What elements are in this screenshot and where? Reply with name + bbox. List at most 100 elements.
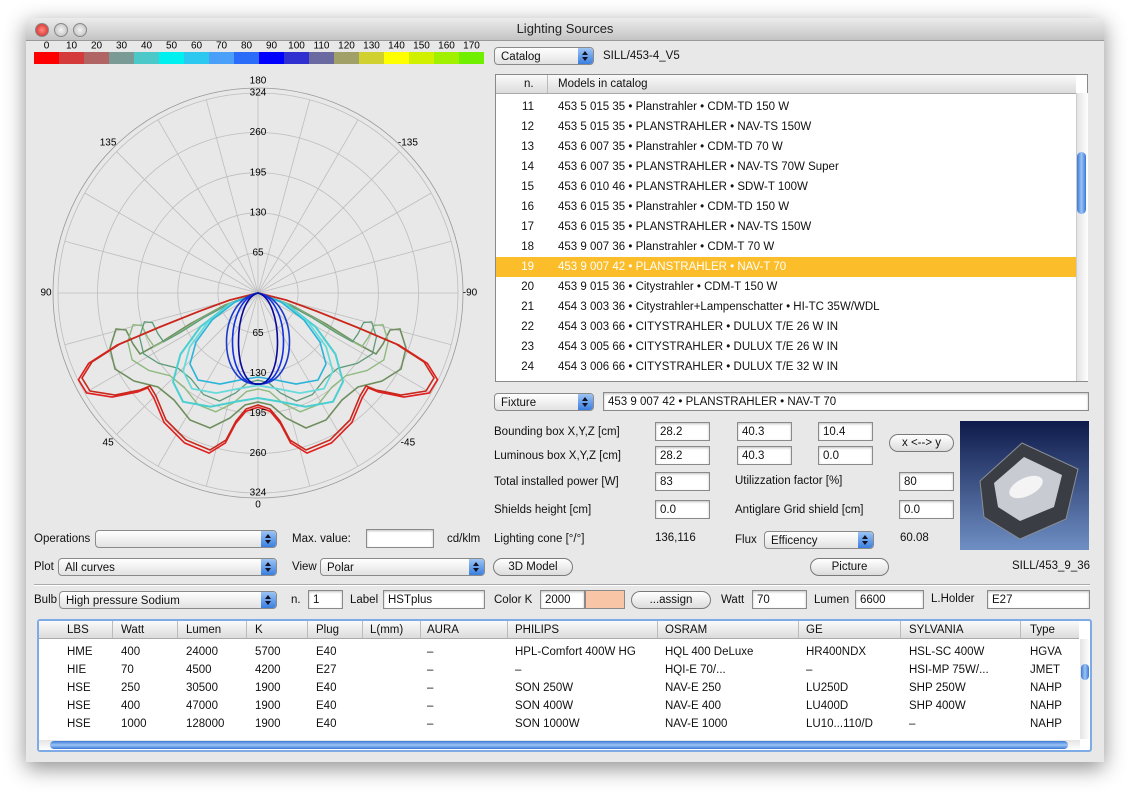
table-cell: 400	[121, 646, 141, 658]
table-cell: LU250D	[806, 682, 849, 694]
polar-spoke	[257, 151, 400, 294]
popup-value: Polar	[327, 562, 354, 574]
max-value-field[interactable]	[366, 529, 434, 548]
bulb-popup[interactable]: High pressure Sodium	[59, 591, 277, 609]
view-popup[interactable]: Polar	[320, 558, 485, 576]
text-field[interactable]: 40.3	[737, 446, 792, 465]
text-field[interactable]: 2000	[540, 590, 585, 609]
column-header: L(mm)	[370, 624, 404, 636]
color-label: 0	[44, 41, 50, 52]
row-number: 11	[522, 101, 534, 113]
label: 136,116	[655, 532, 696, 544]
text-field[interactable]: 0.0	[655, 500, 710, 519]
model-name: 453 9 015 36 • Citystrahler • CDM-T 150 …	[558, 281, 778, 293]
assign-button[interactable]: ...assign	[631, 591, 711, 609]
table-cell: E40	[316, 682, 337, 694]
text-field[interactable]: 6600	[855, 590, 924, 609]
column-divider	[246, 621, 247, 638]
table-hthumb[interactable]	[50, 741, 1068, 749]
text-field[interactable]: HSTplus	[383, 590, 485, 609]
color-label: 80	[241, 41, 253, 52]
row-number: 12	[521, 121, 534, 133]
model-name: 454 3 005 66 • CITYSTRAHLER • DULUX T/E …	[558, 341, 839, 353]
table-cell: 24000	[186, 646, 218, 658]
text-field[interactable]: 83	[655, 472, 710, 491]
table-cell: 30500	[186, 682, 218, 694]
model-name: 453 6 007 35 • PLANSTRAHLER • NAV-TS 70W…	[558, 161, 839, 173]
text-field[interactable]: 70	[752, 590, 807, 609]
model-name: 453 9 007 36 • Planstrahler • CDM-T 70 W	[558, 241, 775, 253]
polar-ring	[57, 92, 459, 494]
radial-label: 65	[252, 248, 264, 259]
zoom-button[interactable]	[73, 23, 87, 37]
color-label: 20	[91, 41, 103, 52]
text-field[interactable]: 0.0	[818, 446, 873, 465]
color-label: 10	[66, 41, 78, 52]
text-field[interactable]: 1	[308, 590, 343, 609]
table-cell: NAHP	[1030, 682, 1062, 694]
column-divider	[112, 621, 113, 638]
color-cell	[134, 52, 159, 64]
flux-popup[interactable]: Efficency	[764, 531, 874, 549]
label: Plot	[34, 561, 54, 573]
column-divider	[1020, 621, 1021, 638]
radial-label: 130	[250, 368, 267, 379]
fixture-popup[interactable]: Fixture	[494, 393, 594, 411]
table-vthumb[interactable]	[1081, 664, 1089, 680]
label: Lighting cone [°/°]	[494, 533, 585, 545]
picture-code: SILL/453_9_36	[1012, 560, 1091, 572]
label: Bulb	[34, 594, 58, 606]
table-cell: 250	[121, 682, 141, 694]
table-vscroll[interactable]	[1080, 639, 1090, 739]
popup-arrow	[261, 559, 276, 575]
column-header: AURA	[427, 624, 459, 636]
table-cell: NAV-E 1000	[665, 718, 728, 730]
text-field[interactable]: 10.4	[818, 422, 873, 441]
table-cell: E40	[316, 700, 337, 712]
intensity-curve	[127, 292, 389, 413]
model-button[interactable]: 3D Model	[493, 558, 573, 576]
table-cell: –	[427, 646, 434, 658]
color-swatch[interactable]	[585, 590, 625, 609]
table-cell: –	[427, 718, 434, 730]
column-divider	[507, 621, 508, 638]
polar-ring	[97, 132, 419, 454]
polar-spoke	[116, 151, 259, 294]
column-divider	[900, 621, 901, 638]
column-divider	[420, 621, 421, 638]
picture-button[interactable]: Picture	[810, 558, 889, 576]
plot-popup[interactable]: All curves	[58, 558, 277, 576]
table-cell: HSE	[67, 700, 91, 712]
scrollbar[interactable]	[1076, 93, 1088, 381]
text-field[interactable]: 28.2	[655, 446, 710, 465]
selected-row[interactable]	[496, 257, 1076, 277]
text-field[interactable]: 40.3	[737, 422, 792, 441]
polar-spoke	[257, 119, 359, 294]
operations-popup[interactable]	[95, 530, 277, 548]
table-cell: NAV-E 250	[665, 682, 722, 694]
text-field[interactable]: E27	[987, 590, 1090, 609]
swap-button[interactable]: x <--> y	[889, 434, 954, 452]
angle-label: 180	[250, 76, 267, 87]
table-cell: –	[806, 664, 813, 676]
table-cell: NAV-E 400	[665, 700, 722, 712]
table-cell: LU10...110/D	[806, 718, 873, 730]
fixture-field[interactable]: 453 9 007 42 • PLANSTRAHLER • NAV-T 70	[603, 392, 1089, 411]
color-label: 110	[314, 41, 330, 52]
table-cell: HQI-E 70/...	[665, 664, 726, 676]
intensity-curve	[237, 292, 279, 385]
scroll-thumb[interactable]	[1077, 152, 1086, 214]
text-field[interactable]: 0.0	[899, 500, 954, 519]
catalog-popup[interactable]: Catalog	[494, 47, 594, 65]
polar-spoke	[64, 240, 259, 294]
minimize-button[interactable]	[54, 23, 68, 37]
table-cell: E40	[316, 646, 337, 658]
table-cell: 4200	[255, 664, 281, 676]
intensity-curve	[138, 292, 378, 402]
popup-value: Fixture	[501, 397, 537, 409]
angle-label: 45	[103, 438, 115, 449]
close-button[interactable]	[35, 23, 49, 37]
text-field[interactable]: 28.2	[655, 422, 710, 441]
intensity-curve	[109, 292, 407, 429]
text-field[interactable]: 80	[899, 472, 954, 491]
